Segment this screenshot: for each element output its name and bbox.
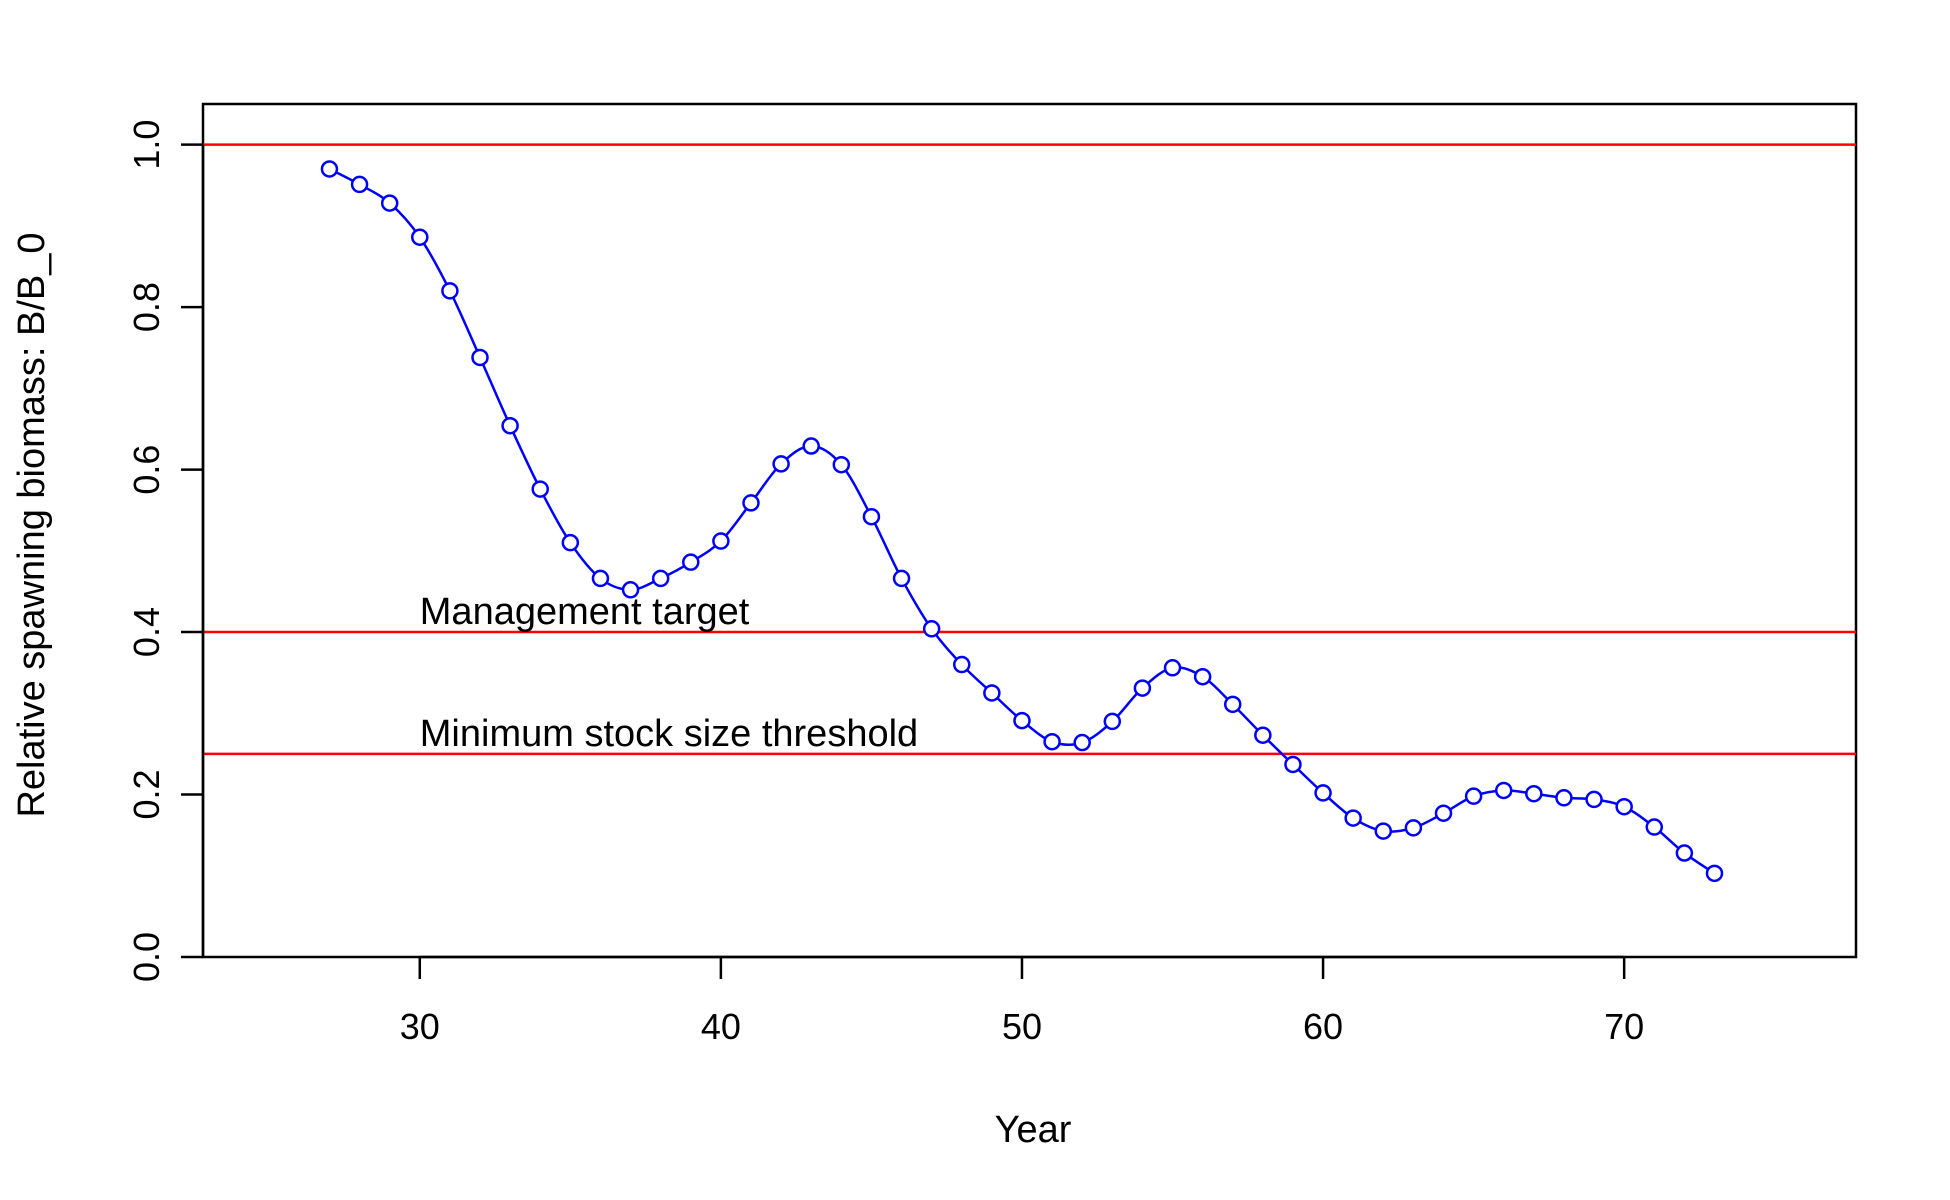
data-point [1555,789,1573,807]
data-point [651,569,670,588]
data-point [832,455,851,474]
data-point [1013,711,1031,730]
data-point [1525,784,1543,803]
data-point [772,455,790,473]
data-point [682,553,700,571]
data-point [380,194,399,212]
data-point [712,532,730,550]
y-tick-label: 0.8 [126,282,167,332]
annotations: Management target Minimum stock size thre… [420,591,918,755]
y-tick-label: 1.0 [126,120,167,170]
y-axis: 0.0 0.2 0.4 0.6 0.8 1.0 [126,120,205,982]
data-point [1434,804,1453,822]
data-point [983,684,1001,702]
data-point [1645,818,1664,836]
data-series [320,160,1724,883]
plot-frame [201,102,1858,959]
data-point [1615,797,1633,816]
x-tick-label: 70 [1604,1006,1644,1047]
data-point [953,655,971,674]
reference-line-label: Management target [420,591,750,633]
data-point [561,533,580,552]
data-point [1254,726,1272,744]
data-point [1284,755,1302,774]
data-point [1464,787,1483,805]
x-axis-label: Year [995,1109,1072,1151]
data-point [501,416,519,435]
plot-area [201,102,1858,959]
data-point [320,160,339,178]
x-tick-label: 60 [1303,1006,1343,1047]
data-point [1103,712,1122,731]
y-tick-label: 0.0 [126,932,167,982]
data-point [1404,819,1423,837]
data-point [922,620,941,638]
data-point [1073,733,1091,752]
data-point [1585,790,1603,809]
series-line [328,167,1716,875]
reference-line-label: Minimum stock size threshold [420,713,918,755]
x-tick-label: 50 [1002,1006,1042,1047]
data-point [1193,667,1212,686]
data-point [411,228,429,246]
data-point [802,437,820,455]
data-point [1133,679,1152,697]
data-point [621,581,640,599]
data-point [441,282,459,300]
x-tick-label: 30 [400,1006,440,1047]
data-point [350,175,369,194]
y-tick-label: 0.6 [126,445,167,495]
data-point [862,507,881,526]
data-point [1314,784,1332,802]
y-tick-label: 0.4 [126,607,167,657]
data-point [742,494,760,512]
data-point [1705,864,1724,883]
data-point [1374,822,1393,840]
data-point [892,569,911,588]
y-tick-label: 0.2 [126,770,167,820]
data-point [1223,695,1242,714]
x-tick-label: 40 [701,1006,741,1047]
data-point [1043,732,1061,751]
data-point [1494,781,1513,800]
x-axis: 30 40 50 60 70 [400,955,1644,1047]
reference-lines [203,143,1856,756]
data-point [1675,844,1694,862]
data-point [591,569,610,588]
data-point [1163,659,1182,677]
data-point [1344,809,1362,827]
data-point [531,480,549,498]
y-axis-label: Relative spawning biomass: B/B_0 [11,232,53,817]
data-point [471,348,489,367]
